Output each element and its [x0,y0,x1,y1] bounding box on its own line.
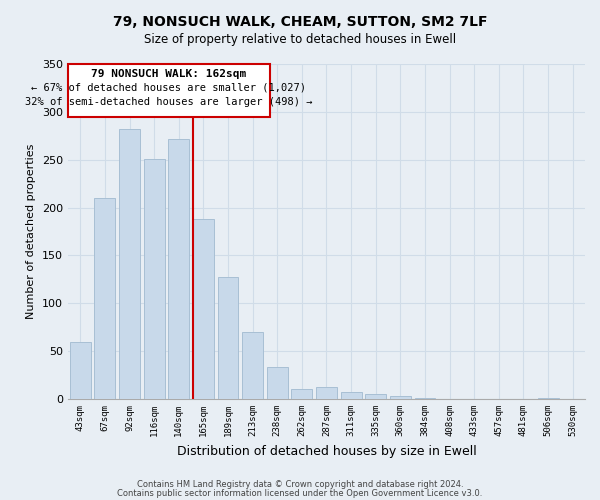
Bar [538,398,559,399]
Text: ← 67% of detached houses are smaller (1,027): ← 67% of detached houses are smaller (1,… [31,83,307,93]
Bar [143,159,164,399]
Bar [218,278,238,399]
Bar [316,386,337,399]
Bar [242,332,263,399]
Bar [119,129,140,399]
Bar [267,366,288,399]
Text: 32% of semi-detached houses are larger (498) →: 32% of semi-detached houses are larger (… [25,98,313,108]
Text: Contains HM Land Registry data © Crown copyright and database right 2024.: Contains HM Land Registry data © Crown c… [137,480,463,489]
Bar [390,396,411,399]
X-axis label: Distribution of detached houses by size in Ewell: Distribution of detached houses by size … [176,444,476,458]
Bar [168,138,189,399]
Text: 79, NONSUCH WALK, CHEAM, SUTTON, SM2 7LF: 79, NONSUCH WALK, CHEAM, SUTTON, SM2 7LF [113,15,487,29]
Text: Size of property relative to detached houses in Ewell: Size of property relative to detached ho… [144,32,456,46]
Bar [415,398,436,399]
Bar [341,392,362,399]
Bar [70,342,91,399]
Text: Contains public sector information licensed under the Open Government Licence v3: Contains public sector information licen… [118,488,482,498]
Bar [94,198,115,399]
Text: 79 NONSUCH WALK: 162sqm: 79 NONSUCH WALK: 162sqm [91,68,247,78]
FancyBboxPatch shape [68,64,270,116]
Y-axis label: Number of detached properties: Number of detached properties [26,144,37,319]
Bar [193,219,214,399]
Bar [365,394,386,399]
Bar [292,390,313,399]
